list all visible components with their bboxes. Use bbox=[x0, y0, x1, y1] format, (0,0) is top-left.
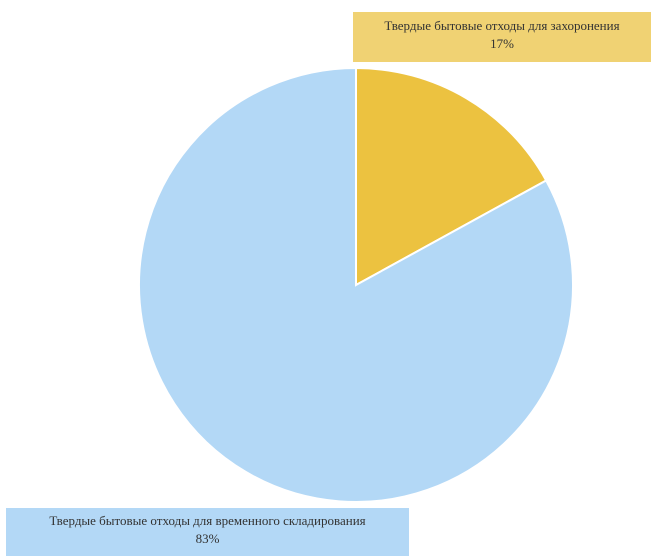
slice-label-burial: Твердые бытовые отходы для захоронения 1… bbox=[353, 12, 651, 62]
slice-label-temporary-storage: Твердые бытовые отходы для временного ск… bbox=[6, 508, 409, 556]
slice-label-burial-value: 17% bbox=[490, 36, 514, 51]
slice-label-burial-name: Твердые бытовые отходы для захоронения bbox=[384, 18, 620, 33]
pie-slice-temporary-storage bbox=[138, 66, 574, 503]
pie-slice-burial bbox=[355, 66, 548, 287]
pie-slices bbox=[138, 66, 574, 503]
slice-label-storage-value: 83% bbox=[195, 531, 220, 546]
slice-label-storage-name: Твердые бытовые отходы для временного ск… bbox=[49, 513, 366, 528]
